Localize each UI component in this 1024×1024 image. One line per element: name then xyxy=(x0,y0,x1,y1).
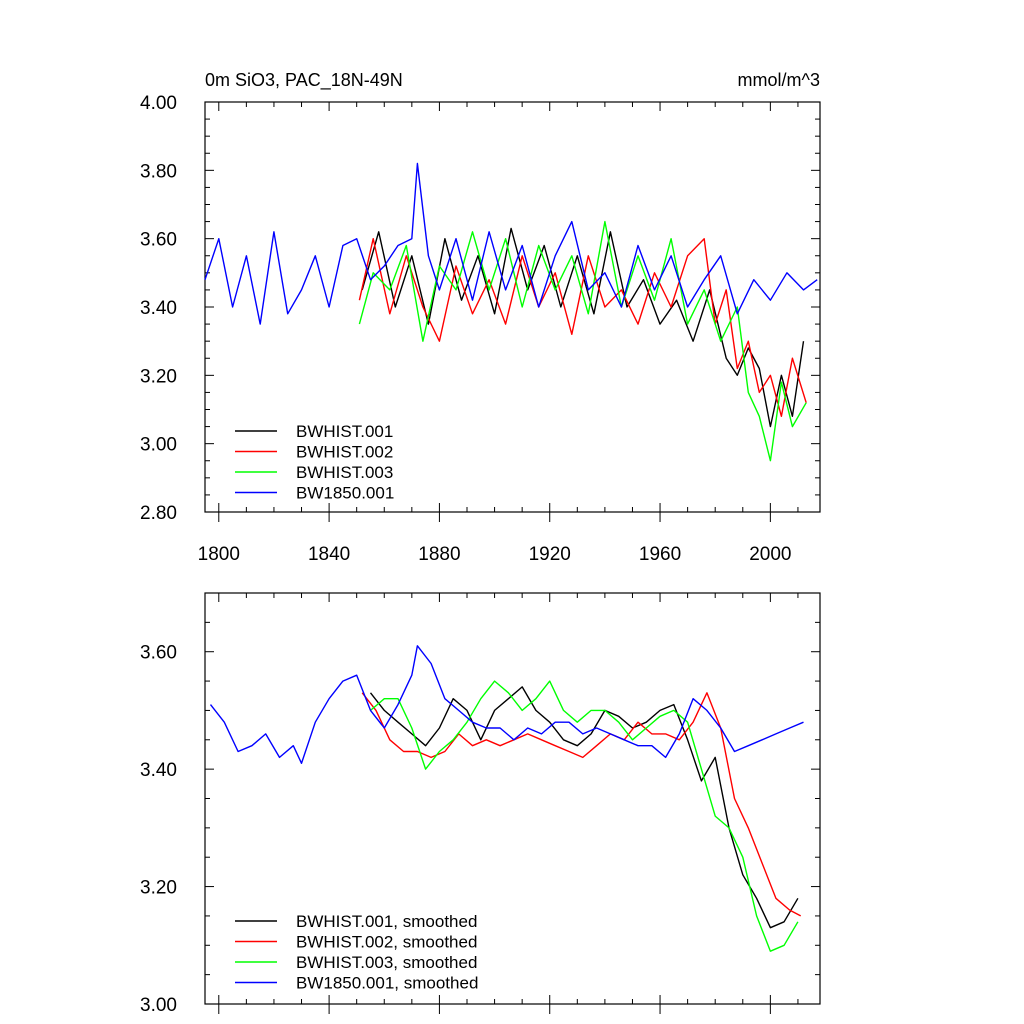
y-tick-label: 3.40 xyxy=(140,760,177,781)
x-tick-label: 1840 xyxy=(308,544,350,565)
series-line xyxy=(361,227,805,428)
y-tick-label: 3.60 xyxy=(140,643,177,664)
series-line xyxy=(204,162,818,325)
legend-label: BWHIST.002, smoothed xyxy=(296,933,477,952)
legend-label: BWHIST.003 xyxy=(296,463,393,482)
legend-label: BWHIST.001 xyxy=(296,422,393,441)
y-tick-label: 3.20 xyxy=(140,366,177,387)
y-tick-label: 2.80 xyxy=(140,503,177,524)
y-tick-label: 3.00 xyxy=(140,435,177,456)
y-tick-label: 3.20 xyxy=(140,878,177,899)
top-title-left: 0m SiO3, PAC_18N-49N xyxy=(205,70,403,91)
legend-label: BWHIST.002 xyxy=(296,443,393,462)
series-line xyxy=(370,680,799,952)
legend-label: BW1850.001, smoothed xyxy=(296,974,478,993)
bottom-plot-panel: 3.00 3.20 3.40 3.60 BWHIST.001, smoothed BWHI… xyxy=(140,592,821,1016)
series-line xyxy=(358,237,807,417)
top-plot-panel: 2.80 3.00 3.20 3.40 3.60 3.80 4.00 1800 1840 1880… xyxy=(140,93,821,565)
series-line xyxy=(358,220,807,462)
legend-label: BWHIST.001, smoothed xyxy=(296,912,477,931)
x-tick-label: 1960 xyxy=(639,544,681,565)
y-tick-label: 3.80 xyxy=(140,161,177,182)
y-tick-label: 3.00 xyxy=(140,995,177,1016)
x-tick-label: 1880 xyxy=(418,544,460,565)
legend-label: BWHIST.003, smoothed xyxy=(296,953,477,972)
series-line xyxy=(361,692,802,917)
top-title-right: mmol/m^3 xyxy=(738,70,820,90)
y-tick-label: 3.40 xyxy=(140,298,177,319)
series-line xyxy=(209,645,804,764)
y-tick-label: 4.00 xyxy=(140,93,177,114)
x-tick-label: 1920 xyxy=(529,544,571,565)
legend-label: BW1850.001 xyxy=(296,484,394,503)
series-line xyxy=(369,686,799,929)
x-tick-label: 1800 xyxy=(198,544,240,565)
y-tick-label: 3.60 xyxy=(140,230,177,251)
x-tick-label: 2000 xyxy=(749,544,791,565)
